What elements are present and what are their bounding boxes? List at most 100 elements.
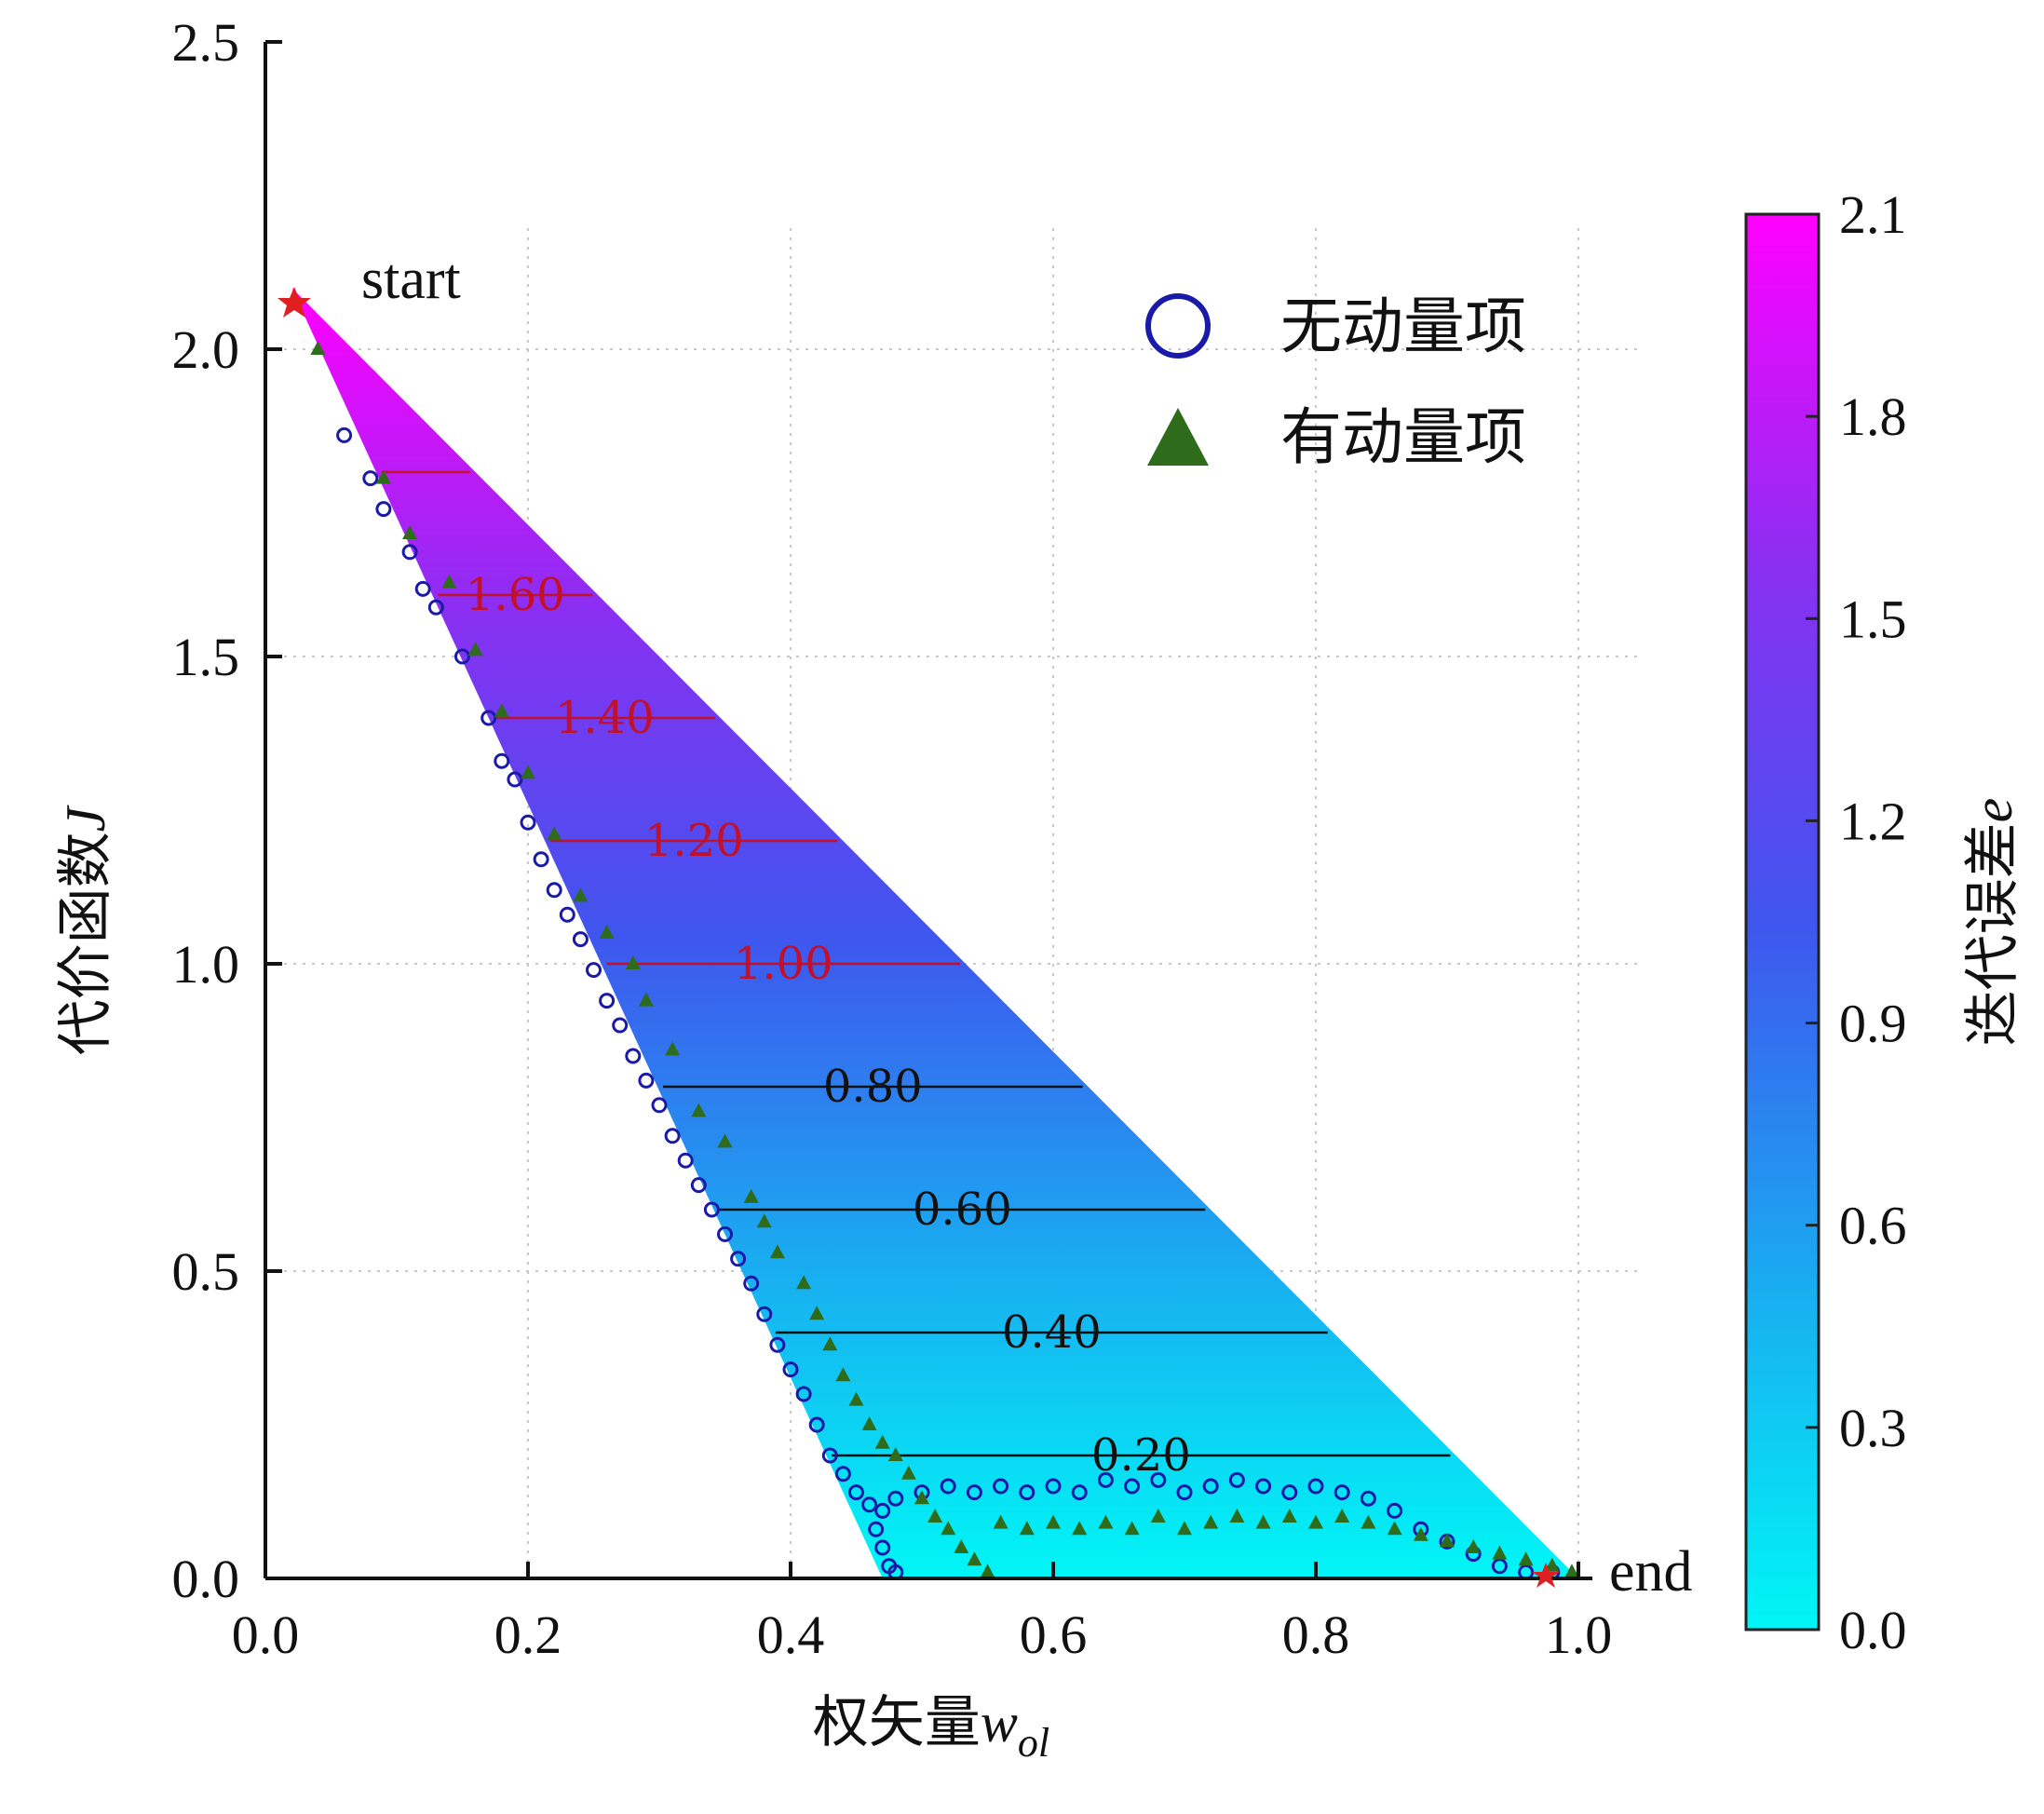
triangle-point [1098, 1514, 1114, 1529]
legend: 无动量项 有动量项 [1145, 293, 1526, 472]
triangle-point [1177, 1521, 1192, 1536]
circle-point [454, 648, 470, 665]
circle-point [1150, 1471, 1167, 1488]
circle-point [887, 1490, 904, 1507]
circle-point [572, 931, 589, 948]
triangle-point [599, 925, 615, 939]
circle-point [481, 710, 497, 726]
x-axis-title-sub: ol [1018, 1720, 1049, 1766]
y-axis-title-text: 代价函数 [55, 832, 116, 1055]
colorbar-tick-label: 1.8 [1839, 386, 1907, 447]
x-axis-title: 权矢量wol [813, 1692, 1049, 1766]
circle-point [427, 599, 444, 616]
circle-point [690, 1177, 707, 1194]
circle-point [782, 1361, 799, 1378]
circle-point [993, 1478, 1009, 1495]
circle-point [730, 1251, 747, 1267]
triangle-point [1466, 1539, 1482, 1553]
triangle-point [1046, 1514, 1061, 1529]
triangle-point [1229, 1509, 1245, 1523]
contour-label: 0.40 [1002, 1306, 1102, 1359]
y-tick-label: 1.0 [172, 934, 240, 995]
y-tick-label: 2.5 [172, 12, 240, 73]
circle-point [1491, 1558, 1508, 1575]
y-tick-label: 0.5 [172, 1241, 240, 1302]
circle-point [848, 1484, 864, 1501]
circle-point [874, 1502, 891, 1519]
colorbar-tick-label: 2.1 [1839, 184, 1907, 245]
circle-point [717, 1225, 733, 1242]
triangle-point [547, 826, 562, 841]
y-tick-label: 2.0 [172, 319, 240, 380]
triangle-point [967, 1551, 982, 1566]
circle-point [546, 882, 562, 899]
triangle-point [769, 1244, 785, 1259]
circle-point [861, 1496, 878, 1513]
circle-point [651, 1097, 668, 1114]
contour-label: 1.00 [734, 938, 833, 990]
triangle-point [743, 1188, 759, 1203]
triangle-point [494, 703, 509, 718]
triangle-point [1072, 1521, 1088, 1536]
circle-point [336, 426, 353, 443]
triangle-point [1518, 1551, 1534, 1566]
triangle-point [625, 955, 641, 969]
x-tick-label: 0.0 [232, 1604, 300, 1665]
circle-point [414, 580, 431, 597]
contour-label: 1.20 [644, 815, 744, 867]
circle-point [1097, 1471, 1114, 1488]
colorbar-tick-label: 0.0 [1839, 1600, 1907, 1660]
triangle-point [980, 1564, 995, 1578]
legend-circle-icon [1145, 293, 1211, 359]
triangle-point [941, 1521, 956, 1536]
circle-point [494, 752, 510, 769]
triangle-point [900, 1465, 916, 1480]
colorbar-bar [1744, 212, 1821, 1631]
triangle-point [861, 1416, 877, 1430]
triangle-point [1413, 1526, 1428, 1541]
x-tick-label: 0.6 [1020, 1604, 1088, 1665]
circle-point [401, 544, 418, 561]
triangle-point [717, 1133, 733, 1148]
triangle-point [874, 1434, 890, 1449]
triangle-point [1334, 1509, 1350, 1523]
y-axis-title-var: J [55, 805, 116, 832]
colorbar-tick-label: 1.2 [1839, 791, 1907, 851]
circle-point [664, 1128, 681, 1144]
circle-point [868, 1521, 885, 1537]
triangle-point [809, 1306, 825, 1320]
end-marker [1532, 1563, 1560, 1588]
y-tick-label: 1.5 [172, 627, 240, 687]
legend-label-no-momentum: 无动量项 [1280, 293, 1526, 361]
circle-point [1281, 1484, 1298, 1501]
circle-point [520, 814, 536, 831]
colorbar: 0.0 0.3 0.6 0.9 1.2 1.5 1.8 2.1 迭代误差e [1744, 184, 2024, 1660]
triangle-point [954, 1539, 969, 1553]
triangle-point [402, 525, 418, 539]
circle-point [1387, 1502, 1403, 1519]
circle-point [1071, 1484, 1088, 1501]
colorbar-tick-label: 1.5 [1839, 589, 1907, 649]
triangle-point [1308, 1514, 1323, 1529]
triangle-point [796, 1275, 812, 1290]
triangle-point [1544, 1557, 1560, 1572]
triangle-point [521, 765, 535, 779]
triangle-point [914, 1490, 929, 1505]
x-tick-label: 0.2 [494, 1604, 562, 1665]
triangle-point [1387, 1521, 1402, 1536]
circle-point [638, 1072, 655, 1089]
triangle-point [375, 469, 391, 484]
contour-label: 1.60 [466, 569, 565, 621]
colorbar-title-var: e [1962, 798, 2024, 823]
circle-point [940, 1478, 956, 1495]
triangle-point [665, 1041, 681, 1056]
contour-label: 0.60 [913, 1184, 1012, 1236]
colorbar-tick-label: 0.6 [1839, 1196, 1907, 1256]
x-axis-title-var: w [981, 1692, 1018, 1753]
colorbar-title: 迭代误差e [1962, 798, 2024, 1047]
circle-point [507, 771, 523, 788]
circle-point [887, 1564, 904, 1578]
circle-point [362, 470, 379, 487]
circle-point [834, 1466, 851, 1482]
